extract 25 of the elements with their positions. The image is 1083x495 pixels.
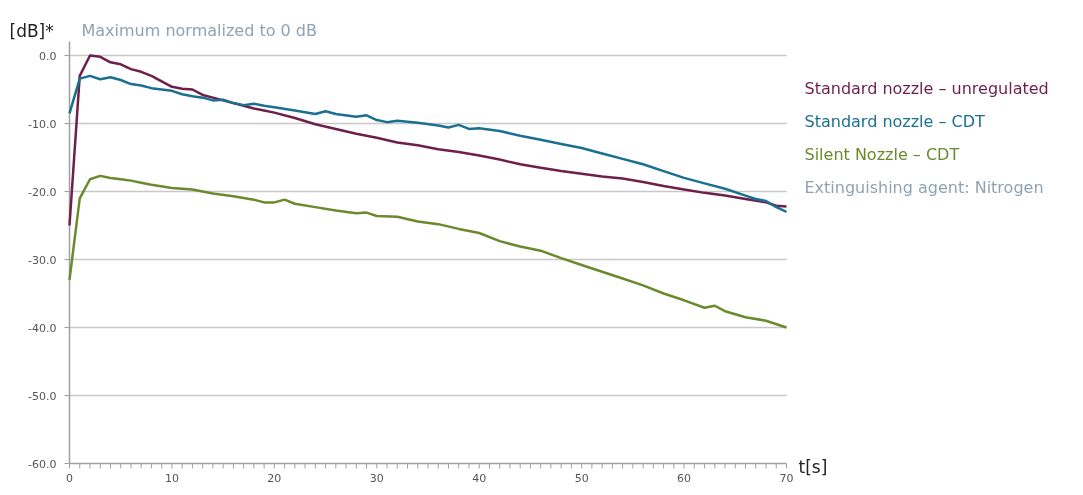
chart-subtitle: Maximum normalized to 0 dB xyxy=(81,21,317,40)
y-tick-label: -10.0 xyxy=(28,117,57,131)
line-series xyxy=(68,174,788,329)
text: Standard nozzle – unregulated xyxy=(804,79,1049,98)
x-tick-label: 30 xyxy=(369,471,384,485)
y-tick-label: -40.0 xyxy=(28,321,57,335)
x-tick-label: 60 xyxy=(677,471,692,485)
y-tick-label: -20.0 xyxy=(28,185,57,199)
x-tick-label: 0 xyxy=(66,471,73,485)
y-tick-label: 0.0 xyxy=(39,49,57,63)
x-tick-label: 50 xyxy=(574,471,589,485)
line-series xyxy=(68,74,788,214)
text: Silent Nozzle – CDT xyxy=(804,145,960,164)
text: Standard nozzle – CDT xyxy=(804,112,986,131)
x-tick-label: 70 xyxy=(779,471,794,485)
x-axis-title: t[s] xyxy=(798,456,828,477)
y-axis-title: [dB]* xyxy=(9,20,54,41)
line-series xyxy=(68,54,788,227)
x-tick-label: 20 xyxy=(267,471,282,485)
y-tick-label: -30.0 xyxy=(28,253,57,267)
y-tick-label: -50.0 xyxy=(28,389,57,403)
x-tick-label: 10 xyxy=(164,471,179,485)
x-tick-label: 40 xyxy=(472,471,487,485)
y-tick-label: -60.0 xyxy=(28,457,57,471)
text: Extinguishing agent: Nitrogen xyxy=(804,178,1044,197)
